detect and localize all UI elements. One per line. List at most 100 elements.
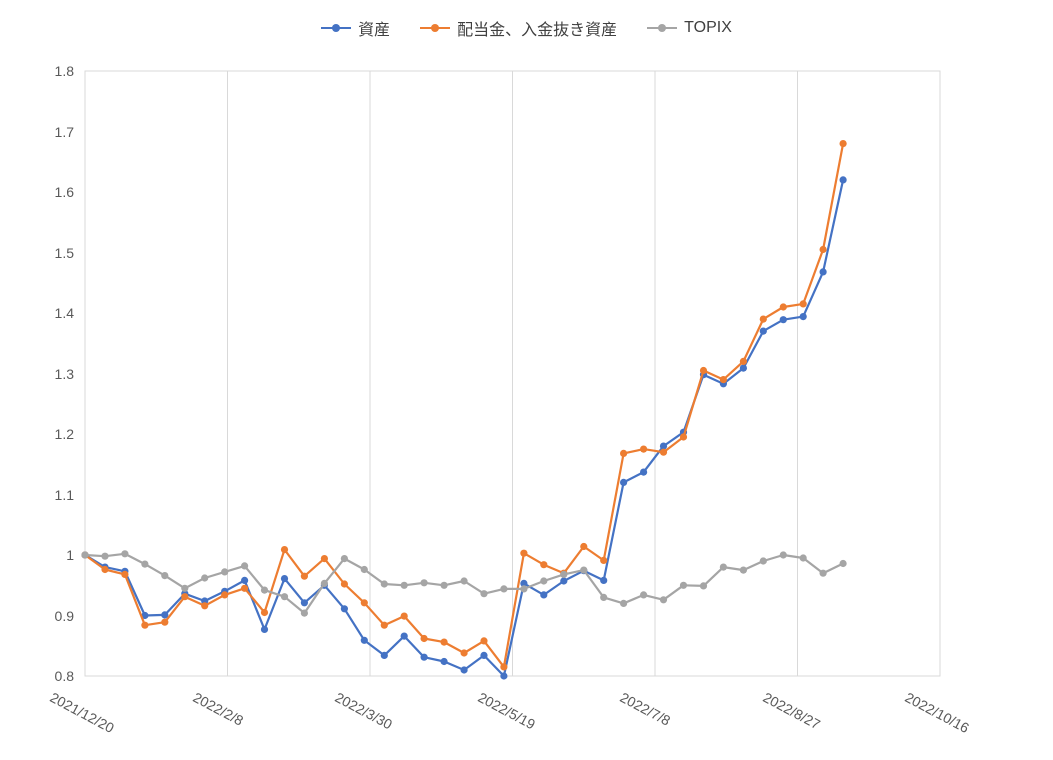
legend-item-assets-ex-dividends[interactable]: 配当金、入金抜き資産 (420, 16, 617, 40)
series-point-marker (739, 357, 748, 365)
series-point-marker (819, 245, 827, 254)
series-point-marker (141, 611, 149, 620)
y-axis-tick-label: 1.5 (54, 244, 74, 261)
series-point-marker (440, 581, 448, 589)
series-point-marker (520, 549, 528, 557)
series-point-marker (440, 657, 448, 666)
series-point-marker (659, 442, 668, 450)
legend-marker-line-dot (321, 24, 352, 32)
series-point-marker (699, 582, 708, 590)
legend-marker-line-dot (647, 24, 678, 32)
series-point-marker (121, 550, 129, 558)
series-point-marker (360, 599, 368, 607)
series-point-marker (600, 593, 608, 602)
series-point-marker (620, 599, 628, 608)
series-point-marker (520, 579, 528, 588)
y-axis-tick-label: 0.9 (54, 607, 74, 624)
series-point-marker (500, 585, 508, 593)
series-point-marker (161, 618, 169, 626)
series-point-marker (280, 575, 289, 583)
series-point-marker (360, 565, 368, 574)
series-point-marker (400, 612, 408, 620)
series-point-marker (380, 651, 388, 660)
series-point-marker (779, 551, 787, 559)
series-point-marker (101, 565, 109, 574)
series-line-0 (84, 179, 845, 678)
series-point-marker (260, 586, 269, 594)
series-line-1 (84, 143, 845, 669)
series-point-marker (460, 577, 468, 585)
y-axis-tick-label: 0.8 (54, 668, 74, 684)
series-point-marker (81, 551, 89, 559)
series-point-marker (221, 591, 229, 599)
series-point-marker (101, 552, 109, 560)
series-point-marker (340, 605, 348, 613)
series-point-marker (819, 569, 827, 577)
series-point-marker (420, 634, 428, 643)
series-point-marker (161, 572, 169, 580)
series-point-marker (620, 449, 628, 457)
series-point-marker (460, 666, 468, 674)
series-point-marker (799, 554, 807, 562)
series-point-marker (300, 572, 308, 580)
series-point-marker (659, 596, 668, 604)
y-axis-tick-label: 1.8 (54, 63, 74, 79)
series-point-marker (480, 651, 488, 660)
series-point-marker (739, 364, 748, 372)
series-point-marker (340, 555, 348, 563)
series-point-marker (679, 433, 688, 441)
series-point-marker (400, 632, 408, 640)
series-point-marker (779, 316, 787, 324)
series-point-marker (779, 303, 787, 311)
series-point-marker (420, 579, 428, 587)
series-point-marker (360, 636, 368, 644)
series-point-marker (241, 576, 249, 585)
series-point-marker (719, 376, 728, 384)
y-axis-tick-label: 1.6 (54, 184, 74, 200)
series-point-marker (141, 560, 149, 568)
series-point-marker (759, 557, 767, 565)
series-point-marker (759, 327, 767, 335)
legend-marker-line-dot (420, 24, 451, 32)
series-point-marker (400, 581, 408, 589)
series-point-marker (260, 608, 269, 617)
series-point-marker (181, 593, 189, 601)
series-point-marker (300, 599, 308, 607)
series-point-marker (620, 478, 628, 486)
series-point-marker (141, 621, 149, 629)
series-point-marker (540, 577, 548, 585)
series-point-marker (280, 593, 289, 601)
series-point-marker (560, 570, 568, 579)
series-point-marker (500, 663, 508, 671)
y-axis-tick-label: 1.3 (54, 365, 74, 382)
legend-item-topix[interactable]: TOPIX (647, 19, 732, 37)
series-point-marker (260, 625, 269, 634)
series-point-marker (719, 563, 728, 571)
series-point-marker (201, 602, 209, 610)
series-point-marker (241, 584, 249, 592)
y-axis-tick-label: 1.7 (54, 123, 74, 140)
legend-label-assets: 資産 (358, 22, 391, 39)
series-point-marker (241, 562, 249, 570)
series-point-marker (480, 637, 488, 645)
series-point-marker (839, 559, 847, 568)
series-point-marker (181, 584, 189, 592)
series-point-marker (121, 570, 129, 579)
series-point-marker (520, 585, 528, 593)
series-point-marker (699, 366, 708, 375)
series-point-marker (460, 649, 468, 657)
series-point-marker (500, 672, 508, 680)
series-point-marker (759, 315, 767, 323)
series-point-marker (799, 300, 807, 308)
series-point-marker (480, 590, 488, 598)
series-point-marker (819, 268, 827, 276)
legend-label-assets-ex-dividends: 配当金、入金抜き資産 (457, 22, 618, 39)
series-point-marker (280, 546, 289, 554)
series-point-marker (420, 653, 428, 661)
series-point-marker (540, 561, 548, 569)
legend-item-assets[interactable]: 資産 (321, 16, 390, 40)
series-point-marker (201, 574, 209, 582)
series-point-marker (600, 576, 608, 585)
series-point-marker (739, 566, 748, 574)
